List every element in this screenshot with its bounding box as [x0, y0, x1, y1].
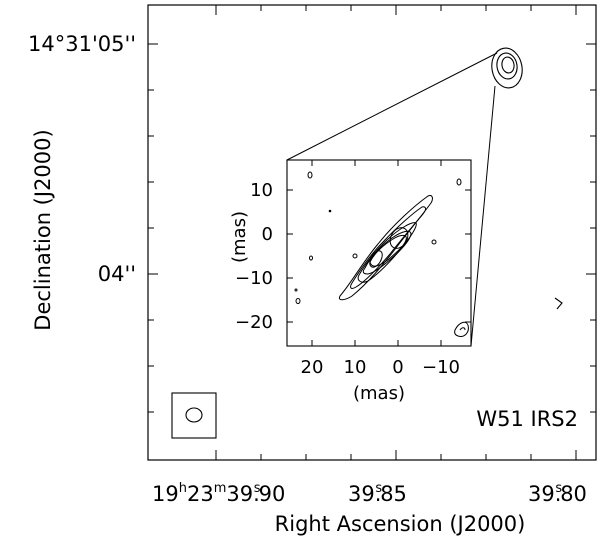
inset-plot-frame — [286, 159, 472, 347]
inset-x-axis-label: (mas) — [353, 383, 405, 404]
inset-contours — [294, 171, 469, 337]
x-tick-label-2: 39.s80 — [528, 481, 587, 506]
inset-x-tick-1: 10 — [344, 357, 367, 378]
inset-y-tick-2: −10 — [235, 268, 273, 289]
restoring-beam-icon — [171, 392, 217, 439]
inset-x-tick-2: 0 — [392, 357, 403, 378]
main-frame-ticks — [148, 5, 596, 460]
inset-x-tick-0: 20 — [301, 357, 324, 378]
zoom-connector-lines — [286, 52, 498, 347]
inset-y-tick-0: 10 — [250, 180, 273, 201]
inset-y-tick-3: −20 — [235, 312, 273, 333]
inset-dot — [328, 209, 332, 213]
x-axis-label: Right Ascension (J2000) — [275, 512, 526, 536]
small-emission-feature — [554, 297, 563, 310]
x-tick-label-1: 39.s85 — [348, 481, 407, 506]
inset-y-axis-label: (mas) — [229, 211, 250, 263]
y-axis-label: Declination (J2000) — [31, 129, 55, 330]
inset-x-tick-3: −10 — [422, 357, 460, 378]
maser-source-contours — [491, 47, 523, 89]
y-tick-label-0: 14°31'05'' — [28, 32, 136, 56]
main-plot-frame — [147, 4, 597, 461]
y-tick-label-1: 04'' — [98, 262, 136, 286]
inset-frame-ticks — [287, 160, 471, 346]
x-tick-label-0: 19h23m39.s90 — [152, 481, 285, 506]
source-name-label: W51 IRS2 — [476, 407, 578, 431]
inset-y-tick-1: 0 — [262, 224, 273, 245]
